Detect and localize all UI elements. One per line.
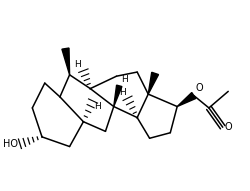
Polygon shape [176, 92, 195, 107]
Text: O: O [194, 83, 202, 93]
Text: H: H [119, 88, 126, 97]
Text: HO: HO [3, 139, 18, 149]
Text: O: O [224, 122, 232, 132]
Polygon shape [148, 72, 158, 94]
Text: H: H [94, 102, 101, 111]
Polygon shape [113, 85, 122, 107]
Polygon shape [62, 48, 69, 75]
Text: H: H [74, 60, 81, 69]
Text: H: H [120, 75, 127, 84]
